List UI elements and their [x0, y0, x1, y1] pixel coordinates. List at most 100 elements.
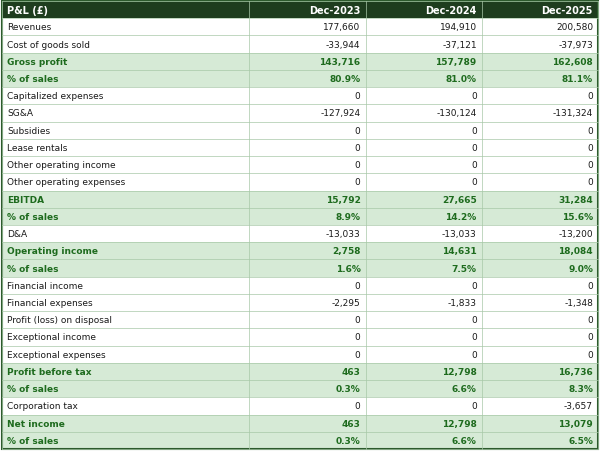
Text: Subsidies: Subsidies [7, 126, 50, 135]
Text: 15.6%: 15.6% [562, 212, 593, 221]
Text: 15,792: 15,792 [326, 195, 361, 204]
Bar [2, 71, 598, 88]
Text: Exceptional income: Exceptional income [7, 333, 96, 342]
Text: 162,608: 162,608 [552, 58, 593, 67]
Bar [2, 157, 598, 174]
Bar [2, 208, 598, 226]
Text: 0: 0 [355, 161, 361, 170]
Text: Revenues: Revenues [7, 23, 51, 32]
Text: Financial income: Financial income [7, 281, 83, 290]
Bar [2, 19, 598, 37]
Text: -13,033: -13,033 [442, 230, 477, 239]
Text: -37,973: -37,973 [558, 41, 593, 50]
Text: -37,121: -37,121 [442, 41, 477, 50]
Text: 463: 463 [341, 419, 361, 428]
Text: Other operating income: Other operating income [7, 161, 116, 170]
Text: 6.6%: 6.6% [452, 384, 477, 393]
Text: Corporation tax: Corporation tax [7, 401, 78, 410]
Text: 0: 0 [355, 92, 361, 101]
Text: Profit before tax: Profit before tax [7, 367, 91, 376]
Text: 0: 0 [471, 350, 477, 359]
Text: 81.1%: 81.1% [562, 75, 593, 84]
Bar [2, 88, 598, 105]
Bar [2, 54, 598, 71]
Text: % of sales: % of sales [7, 75, 59, 84]
Text: 0: 0 [587, 350, 593, 359]
Text: 0: 0 [587, 316, 593, 325]
Text: % of sales: % of sales [7, 212, 59, 221]
Bar [2, 432, 598, 449]
Text: 0: 0 [587, 92, 593, 101]
Text: 0: 0 [355, 281, 361, 290]
Text: 200,580: 200,580 [556, 23, 593, 32]
Text: 7.5%: 7.5% [452, 264, 477, 273]
Text: 6.5%: 6.5% [568, 436, 593, 445]
Text: 2,758: 2,758 [332, 247, 361, 256]
Text: -131,324: -131,324 [553, 109, 593, 118]
Bar [2, 294, 598, 312]
Text: 177,660: 177,660 [323, 23, 361, 32]
Text: Lease rentals: Lease rentals [7, 143, 67, 152]
Text: 0: 0 [355, 350, 361, 359]
Text: P&L (£): P&L (£) [7, 5, 48, 16]
Text: -130,124: -130,124 [437, 109, 477, 118]
Text: Cost of goods sold: Cost of goods sold [7, 41, 90, 50]
Bar [2, 139, 598, 157]
Bar [250, 2, 365, 19]
Text: 194,910: 194,910 [440, 23, 477, 32]
Text: Dec-2023: Dec-2023 [309, 5, 361, 16]
Text: % of sales: % of sales [7, 264, 59, 273]
Text: 14,631: 14,631 [442, 247, 477, 256]
Text: 0: 0 [355, 316, 361, 325]
Text: Dec-2024: Dec-2024 [425, 5, 477, 16]
Bar [2, 329, 598, 346]
Bar [2, 414, 598, 432]
Text: 0: 0 [355, 333, 361, 342]
Bar [2, 397, 598, 414]
Text: EBITDA: EBITDA [7, 195, 44, 204]
Bar [2, 260, 598, 277]
Text: 0: 0 [471, 401, 477, 410]
Text: 143,716: 143,716 [319, 58, 361, 67]
Text: 14.2%: 14.2% [446, 212, 477, 221]
Bar [2, 37, 598, 54]
Text: Profit (loss) on disposal: Profit (loss) on disposal [7, 316, 112, 325]
Text: 463: 463 [341, 367, 361, 376]
Text: Other operating expenses: Other operating expenses [7, 178, 125, 187]
Bar [2, 2, 250, 19]
Bar [365, 2, 482, 19]
Text: -13,033: -13,033 [326, 230, 361, 239]
Text: 157,789: 157,789 [436, 58, 477, 67]
Text: 0: 0 [587, 281, 593, 290]
Text: Gross profit: Gross profit [7, 58, 67, 67]
Text: SG&A: SG&A [7, 109, 33, 118]
Text: % of sales: % of sales [7, 436, 59, 445]
Bar [482, 2, 598, 19]
Text: Operating income: Operating income [7, 247, 98, 256]
Text: 6.6%: 6.6% [452, 436, 477, 445]
Text: 0: 0 [471, 161, 477, 170]
Text: 0: 0 [355, 143, 361, 152]
Text: 0.3%: 0.3% [336, 384, 361, 393]
Text: 0: 0 [471, 92, 477, 101]
Text: 27,665: 27,665 [442, 195, 477, 204]
Text: 0: 0 [355, 178, 361, 187]
Bar [2, 226, 598, 243]
Bar [2, 312, 598, 329]
Text: Net income: Net income [7, 419, 65, 428]
Text: -1,348: -1,348 [564, 299, 593, 308]
Text: -13,200: -13,200 [559, 230, 593, 239]
Bar [2, 363, 598, 380]
Text: -1,833: -1,833 [448, 299, 477, 308]
Text: D&A: D&A [7, 230, 27, 239]
Text: 8.3%: 8.3% [568, 384, 593, 393]
Text: 0: 0 [587, 126, 593, 135]
Text: 0.3%: 0.3% [336, 436, 361, 445]
Text: 13,079: 13,079 [558, 419, 593, 428]
Bar [2, 174, 598, 191]
Text: 0: 0 [587, 178, 593, 187]
Bar [2, 380, 598, 397]
Text: 0: 0 [355, 401, 361, 410]
Text: 0: 0 [471, 143, 477, 152]
Text: 0: 0 [355, 126, 361, 135]
